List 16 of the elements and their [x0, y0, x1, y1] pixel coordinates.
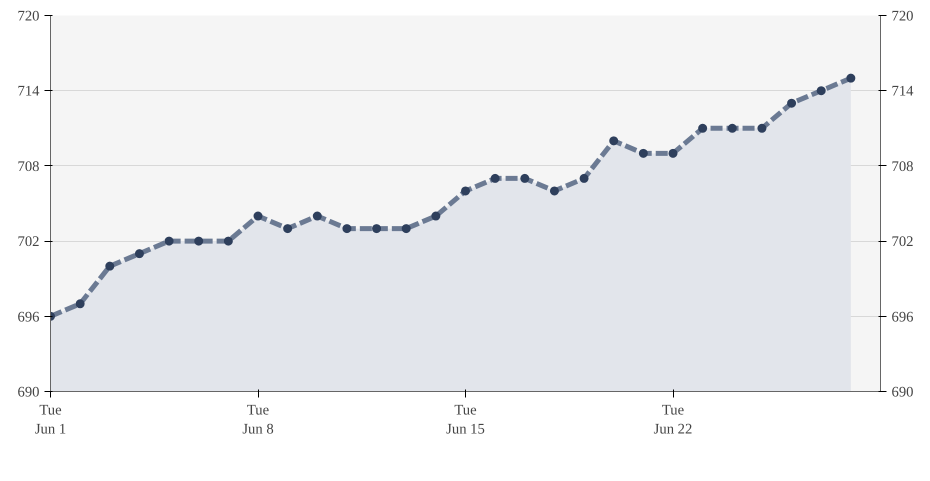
y2-tick-label: 696	[892, 309, 914, 326]
y-tick-label: 720	[18, 8, 40, 24]
y-tick-label: 702	[18, 234, 40, 250]
y2-tick-label: 690	[892, 384, 914, 400]
x-tick-label: Tue Jun 22	[654, 402, 692, 438]
y2-tick-label: 714	[892, 84, 914, 100]
y2-tick-label: 720	[892, 8, 914, 24]
y-tick-label: 696	[18, 309, 40, 326]
y-tick-label: 714	[18, 84, 40, 100]
x-tick-label: Tue Jun 15	[446, 402, 485, 438]
x-tick-label: Tue Jun 8	[242, 402, 274, 438]
x-tick-label: Tue Jun 1	[34, 402, 66, 438]
y2-tick-label: 702	[892, 234, 914, 250]
y2-tick-label: 708	[892, 158, 914, 175]
y-tick-label: 690	[18, 384, 40, 400]
y-tick-label: 708	[18, 158, 40, 175]
